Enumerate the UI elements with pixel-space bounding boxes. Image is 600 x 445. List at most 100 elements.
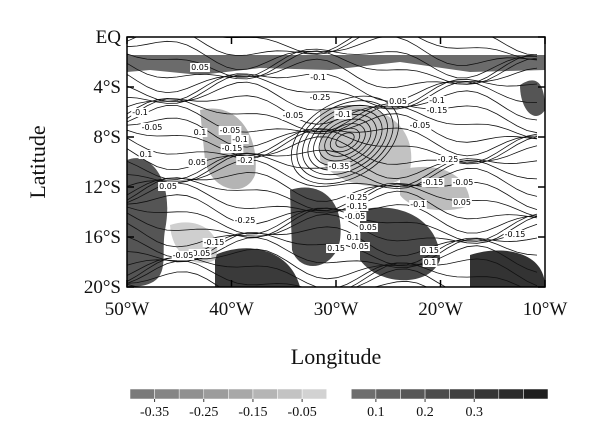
contour-label-bg — [350, 242, 370, 251]
contour-label: 0.05 — [188, 158, 206, 167]
contour-label: -0.05 — [453, 178, 474, 187]
contour-label: 0.05 — [389, 97, 407, 106]
streamline — [127, 268, 447, 287]
colorbar-box — [277, 388, 303, 400]
contour-label: -0.15 — [423, 178, 444, 187]
colorbar-tick-label: -0.15 — [238, 405, 267, 420]
x-tick-label: 30°W — [314, 299, 359, 320]
contour-label: 0.05 — [159, 182, 177, 191]
contour-label-bg — [138, 150, 154, 159]
contour-label: -0.25 — [310, 93, 331, 102]
contour-label-bg — [451, 178, 475, 187]
contour-label-bg — [452, 198, 472, 207]
colorbar-tick-label: 0.2 — [416, 405, 434, 420]
contour-label: 0.1 — [424, 258, 437, 267]
streamline — [302, 104, 388, 176]
contour-label: -0.1 — [232, 135, 248, 144]
colorbar-box — [252, 388, 278, 400]
x-tick-label: 40°W — [209, 299, 254, 320]
contour-label: 0.05 — [191, 63, 209, 72]
colorbar-box — [351, 388, 377, 400]
y-axis-label: Latitude — [25, 125, 50, 198]
contour-label: -0.05 — [345, 212, 366, 221]
streamline — [127, 129, 538, 164]
contour-label: 0.1 — [140, 150, 153, 159]
streamline — [127, 190, 538, 225]
contour-label-bg — [388, 97, 408, 106]
contour-label: -0.05 — [410, 121, 431, 130]
colorbar-tick-label: -0.35 — [140, 405, 169, 420]
contour-label-bg — [436, 155, 460, 164]
contour-label-bg — [171, 251, 195, 260]
contour-label-bg — [327, 162, 351, 171]
colorbar-box — [228, 388, 254, 400]
contour-label-bg — [231, 135, 249, 144]
streamline — [127, 260, 523, 287]
colorbar-box — [326, 389, 352, 399]
colorbar-box — [400, 388, 426, 400]
contour-label: 0.15 — [327, 244, 345, 253]
contour-label-bg — [281, 111, 305, 120]
contour-label: -0.1 — [132, 108, 148, 117]
contour-label: -0.15 — [222, 144, 243, 153]
streamline — [296, 100, 394, 180]
colorbar-box — [449, 388, 475, 400]
colorbar-box — [129, 388, 155, 400]
streamline — [318, 118, 372, 162]
contour-label-bg — [422, 258, 438, 267]
contour-label: -0.1 — [429, 96, 445, 105]
contour-label: -0.1 — [335, 110, 351, 119]
contour-label-bg — [233, 216, 257, 225]
contour-label-bg — [420, 246, 440, 255]
streamline — [127, 213, 538, 248]
streamline — [127, 81, 538, 111]
contour-label: -0.05 — [142, 123, 163, 132]
colorbar-tick-label: -0.05 — [288, 405, 317, 420]
contour-label: -0.1 — [310, 73, 326, 82]
colorbar-box — [375, 388, 401, 400]
contour-label-bg — [220, 144, 244, 153]
contour-label-bg — [236, 156, 254, 165]
contour-label: -0.05 — [173, 251, 194, 260]
positive-region — [520, 80, 545, 116]
contour-label: 0.05 — [351, 242, 369, 251]
streamline — [313, 114, 377, 166]
contour-label: -0.05 — [283, 111, 304, 120]
contour-label-bg — [140, 123, 164, 132]
contour-label: -0.25 — [438, 155, 459, 164]
contour-label-bg — [188, 249, 212, 258]
contour-label: 0.05 — [359, 223, 377, 232]
colorbar-tick-label: -0.25 — [189, 405, 218, 420]
streamline — [307, 109, 383, 171]
contour-label-bg — [190, 63, 210, 72]
streamline — [127, 90, 538, 125]
contour-label: -0.2 — [237, 156, 253, 165]
colorbar-box — [473, 388, 500, 400]
colorbar-box — [178, 388, 205, 400]
x-tick-label: 50°W — [105, 299, 150, 320]
contour-label-bg — [409, 200, 427, 209]
contour-label: -0.15 — [347, 202, 368, 211]
positive-region — [360, 207, 440, 281]
y-tick-label: 8°S — [93, 127, 121, 148]
x-tick-label: 10°W — [523, 299, 568, 320]
contour-label-bg — [345, 233, 361, 242]
contour-label-bg — [345, 193, 369, 202]
contour-label-bg — [334, 110, 352, 119]
contour-label-bg — [218, 126, 242, 135]
contour-label-bg — [428, 96, 446, 105]
contour-label: -0.15 — [505, 230, 526, 239]
streamline — [290, 95, 400, 185]
streamline — [335, 132, 355, 148]
contour-label-bg — [308, 93, 332, 102]
streamline — [324, 123, 366, 157]
colorbar-box — [424, 388, 450, 400]
contour-label-bg — [343, 212, 367, 221]
positive-region — [127, 158, 168, 287]
contour-label-bg — [503, 230, 527, 239]
streamline — [127, 37, 538, 71]
colorbar-box — [301, 388, 327, 400]
streamline — [127, 104, 538, 140]
y-tick-label: 20°S — [84, 277, 121, 298]
